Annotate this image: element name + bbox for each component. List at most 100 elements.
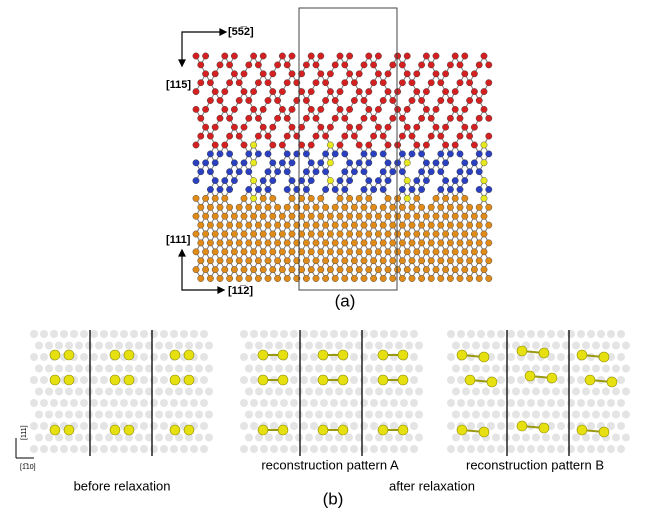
atom — [423, 266, 429, 272]
substrate-atom — [45, 365, 53, 373]
substrate-atom — [240, 330, 248, 338]
substrate-atom — [325, 342, 333, 350]
atom — [409, 80, 415, 86]
atom — [226, 115, 232, 121]
atom — [212, 249, 218, 255]
atom — [246, 115, 252, 121]
substrate-atom — [557, 445, 565, 453]
atom — [198, 169, 204, 175]
substrate-atom — [390, 422, 398, 430]
substrate-atom — [80, 353, 88, 361]
substrate-atom — [310, 376, 318, 384]
atom — [466, 275, 472, 281]
atom — [222, 213, 228, 219]
substrate-atom — [130, 330, 138, 338]
substrate-atom — [195, 388, 203, 396]
atom — [447, 97, 453, 103]
atom — [462, 195, 468, 201]
substrate-atom — [140, 399, 148, 407]
atom — [241, 231, 247, 237]
atom — [303, 151, 309, 157]
atom — [380, 222, 386, 228]
atom — [418, 275, 424, 281]
substrate-atom — [537, 445, 545, 453]
substrate-atom — [300, 376, 308, 384]
arrow-head — [218, 287, 224, 293]
substrate-atom — [245, 411, 253, 419]
atom — [226, 222, 232, 228]
atom — [255, 240, 261, 246]
substrate-atom — [452, 434, 460, 442]
substrate-atom — [140, 445, 148, 453]
substrate-atom — [492, 388, 500, 396]
atom — [217, 115, 223, 121]
substrate-atom — [35, 388, 43, 396]
atom — [428, 204, 434, 210]
atom — [346, 177, 352, 183]
substrate-atom — [250, 353, 258, 361]
atom — [322, 186, 328, 192]
substrate-atom — [452, 411, 460, 419]
substrate-atom — [390, 330, 398, 338]
substrate-atom — [447, 399, 455, 407]
atom — [246, 204, 252, 210]
substrate-atom — [70, 399, 78, 407]
substrate-atom — [497, 445, 505, 453]
substrate-atom — [612, 388, 620, 396]
atom — [471, 160, 477, 166]
substrate-atom — [472, 411, 480, 419]
atom — [481, 266, 487, 272]
substrate-atom — [155, 342, 163, 350]
atom — [466, 222, 472, 228]
substrate-atom — [370, 445, 378, 453]
atom — [476, 240, 482, 246]
substrate-atom — [622, 434, 630, 442]
atom — [385, 213, 391, 219]
substrate-atom — [320, 399, 328, 407]
atom — [462, 106, 468, 112]
atom — [457, 275, 463, 281]
atom — [366, 231, 372, 237]
atom — [308, 195, 314, 201]
substrate-atom — [405, 411, 413, 419]
atom — [226, 151, 232, 157]
atom — [289, 213, 295, 219]
atom — [486, 240, 492, 246]
atom — [433, 266, 439, 272]
atom — [428, 80, 434, 86]
atom — [466, 80, 472, 86]
substrate-atom — [300, 330, 308, 338]
atom — [212, 160, 218, 166]
atom — [486, 133, 492, 139]
atom — [481, 177, 487, 183]
substrate-atom — [380, 445, 388, 453]
substrate-atom — [587, 399, 595, 407]
atom — [303, 258, 309, 264]
substrate-atom — [462, 365, 470, 373]
atom — [217, 204, 223, 210]
atom — [265, 275, 271, 281]
substrate-atom — [617, 376, 625, 384]
substrate-atom — [467, 399, 475, 407]
atom — [414, 142, 420, 148]
atom — [246, 97, 252, 103]
substrate-atom — [390, 445, 398, 453]
substrate-atom — [250, 445, 258, 453]
substrate-atom — [360, 330, 368, 338]
atom — [356, 249, 362, 255]
atom — [222, 249, 228, 255]
substrate-atom — [80, 422, 88, 430]
atom — [351, 240, 357, 246]
substrate-atom — [552, 411, 560, 419]
atom — [375, 106, 381, 112]
substrate-atom — [90, 353, 98, 361]
substrate-atom — [150, 445, 158, 453]
atom — [457, 204, 463, 210]
atom — [385, 177, 391, 183]
substrate-atom — [75, 365, 83, 373]
substrate-atom — [50, 399, 58, 407]
atom — [399, 186, 405, 192]
atom — [222, 266, 228, 272]
atom — [318, 106, 324, 112]
atom — [327, 124, 333, 130]
